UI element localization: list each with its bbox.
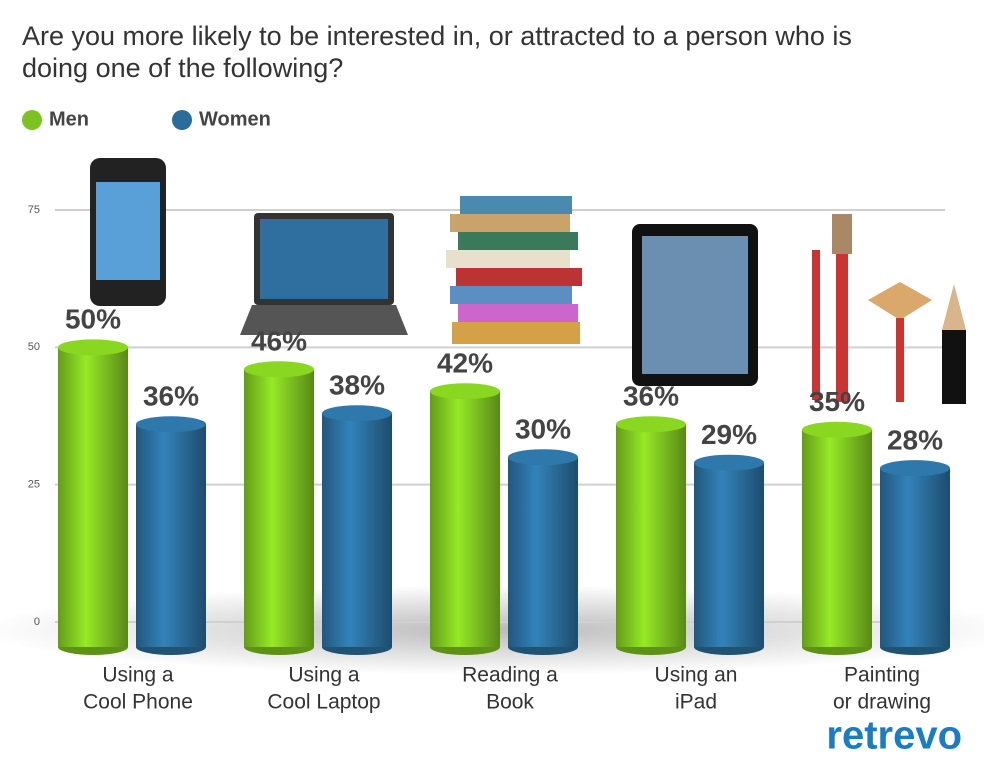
x-tick-label: Using a [288,664,360,687]
books-icon [446,196,582,344]
legend-label: Women [199,108,271,130]
bar [58,347,128,622]
y-tick-label: 0 [34,616,40,628]
value-label: 50% [65,304,121,335]
bar [694,462,764,622]
legend-label: Men [49,108,89,130]
y-tick-label: 25 [28,479,40,491]
x-tick-label: iPad [675,691,717,714]
value-label: 28% [887,425,943,456]
phone-icon [90,158,166,306]
bar-cap [136,416,206,433]
legend-swatch [172,110,192,130]
bar-foot [880,622,950,647]
bar-cap [616,416,686,433]
value-label: 36% [623,381,679,412]
x-tick-label: Cool Phone [83,691,193,714]
value-label: 30% [515,414,571,445]
bar-foot [136,622,206,647]
x-tick-label: Cool Laptop [267,691,380,714]
bar [322,413,392,622]
brand: retrevo [826,714,962,758]
bar-cap [430,383,500,400]
value-label: 35% [809,386,865,417]
bar [430,391,500,622]
bar [244,369,314,622]
ipad-icon [632,224,758,386]
y-tick-label: 75 [28,204,40,216]
bar-cap [880,460,950,477]
legend-swatch [22,110,42,130]
bar [802,429,872,622]
bar-foot [694,622,764,647]
x-tick-label: Using an [655,664,738,687]
x-tick-label: Using a [102,664,174,687]
bar-cap [694,454,764,471]
x-tick-label: Painting [844,664,920,687]
bar [136,424,206,622]
chart-title: Are you more likely to be interested in,… [22,21,852,83]
bar-foot [616,622,686,647]
bar-cap [322,405,392,422]
bar-cap [508,449,578,466]
bar-foot [430,622,500,647]
bar-cap [58,339,128,356]
y-tick-label: 50 [28,341,40,353]
bar-cap [244,361,314,378]
bar [880,468,950,622]
laptop-icon [240,213,408,335]
value-label: 38% [329,370,385,401]
bar-foot [802,622,872,647]
x-tick-label: or drawing [833,691,931,714]
value-label: 46% [251,326,307,357]
value-label: 29% [701,419,757,450]
bar-foot [58,622,128,647]
bar [508,457,578,622]
bar-foot [322,622,392,647]
value-label: 42% [437,348,493,379]
bar-foot [244,622,314,647]
value-label: 36% [143,381,199,412]
x-tick-label: Reading a [462,664,558,687]
bar [616,424,686,622]
bar-foot [508,622,578,647]
brushes-icon [812,214,966,404]
x-tick-label: Book [486,691,534,714]
bar-cap [802,421,872,438]
